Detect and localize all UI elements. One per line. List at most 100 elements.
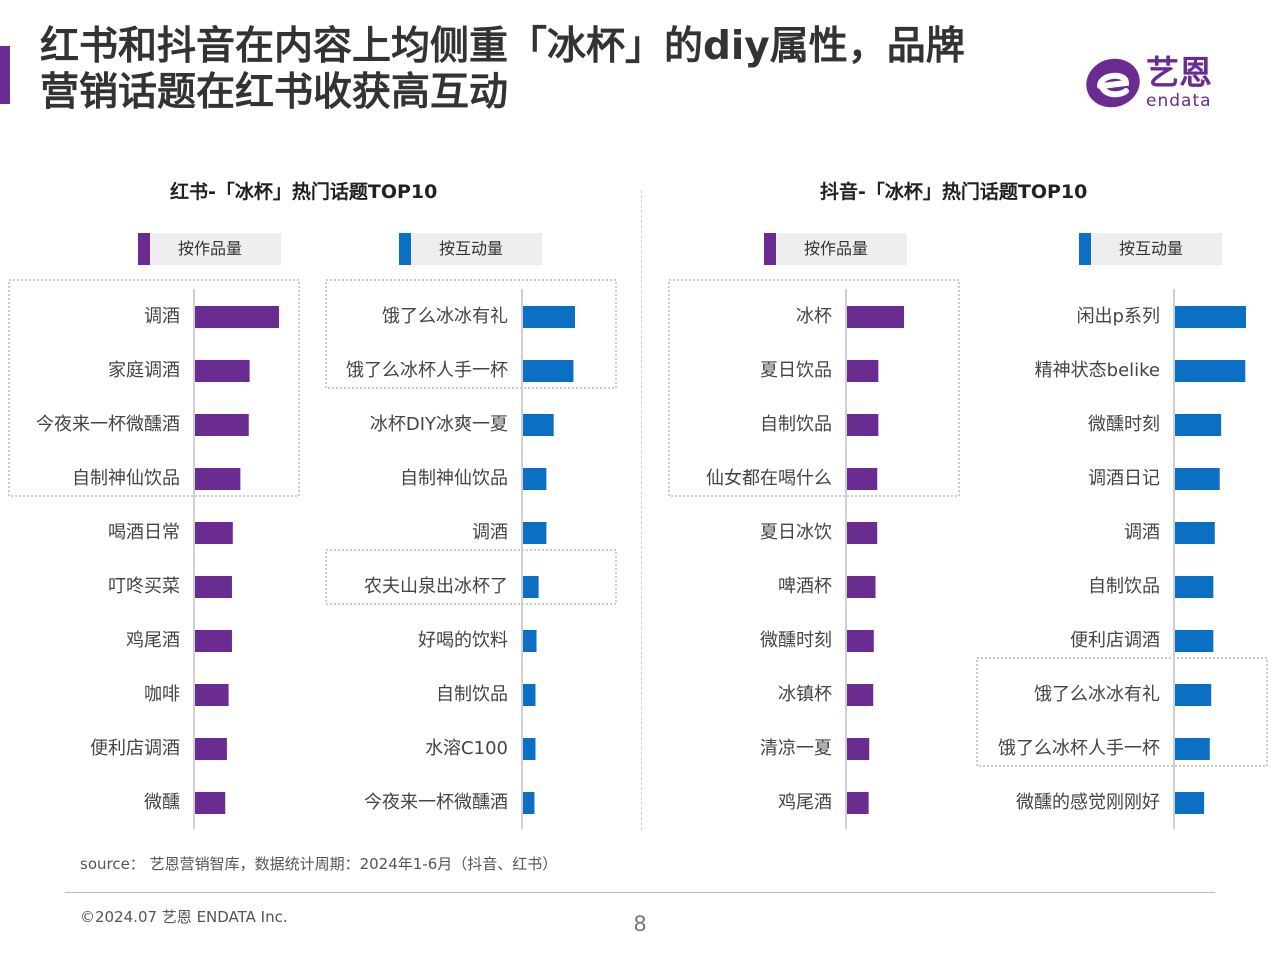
legend-xhs-works: 按作品量 (138, 233, 281, 265)
category-label: 鸡尾酒 (126, 630, 180, 651)
bar (523, 576, 539, 598)
category-label: 自制饮品 (436, 684, 508, 705)
bar (1175, 792, 1205, 814)
category-label: 清凉一夏 (760, 738, 832, 759)
bar (195, 522, 233, 544)
page-title-line2: 营销话题在红书收获高互动 (40, 70, 509, 115)
legend-douyin-interaction: 按互动量 (1079, 233, 1222, 265)
category-label: 调酒 (1124, 522, 1160, 543)
category-label: 家庭调酒 (108, 360, 180, 381)
category-label: 水溶C100 (425, 738, 508, 759)
category-label: 自制饮品 (760, 414, 832, 435)
bar (1175, 576, 1214, 598)
legend-swatch-purple (138, 233, 150, 265)
category-label: 夏日饮品 (760, 360, 832, 381)
bar (1175, 306, 1246, 328)
highlight-frame (8, 279, 300, 497)
category-label: 自制神仙饮品 (72, 468, 180, 489)
endata-logo-cn: 艺恩 (1146, 53, 1212, 92)
category-label: 饿了么冰杯人手一杯 (998, 738, 1160, 759)
bar (195, 414, 249, 436)
legend-swatch-blue (399, 233, 411, 265)
bar (847, 414, 879, 436)
category-label: 咖啡 (144, 684, 180, 705)
page-title-line1: 红书和抖音在内容上均侧重「冰杯」的diy属性，品牌 (40, 24, 965, 69)
bar-chart-svg: 饿了么冰冰有礼饿了么冰杯人手一杯冰杯DIY冰爽一夏自制神仙饮品调酒农夫山泉出冰杯… (325, 279, 617, 829)
footer-divider (65, 892, 1215, 893)
copyright: ©2024.07 艺恩 ENDATA Inc. (80, 908, 288, 926)
category-label: 微醺的感觉刚刚好 (1016, 792, 1160, 813)
category-label: 便利店调酒 (90, 738, 180, 759)
legend-swatch-purple (764, 233, 776, 265)
bar (847, 306, 904, 328)
category-label: 微醺时刻 (760, 630, 832, 651)
category-label: 今夜来一杯微醺酒 (364, 792, 508, 813)
chart-douyin-works: 冰杯 夏日饮品 自制饮品 仙女都在喝什么 夏日冰饮 啤酒杯 微醺时刻 冰镇杯 清凉一夏 鸡尾酒 (668, 279, 960, 829)
category-label: 调酒 (472, 522, 508, 543)
bar (1175, 738, 1210, 760)
legend-label: 按作品量 (804, 239, 869, 258)
bar (523, 414, 554, 436)
douyin-panel-title: 抖音-「冰杯」热门话题TOP10 (820, 181, 1088, 203)
category-label: 微醺时刻 (1088, 414, 1160, 435)
bar (523, 468, 547, 490)
chart-douyin-interaction: 闲出p系列 精神状态belike 微醺时刻 调酒日记 调酒 自制饮品 便利店调酒 饿了么冰冰有… (976, 289, 1268, 829)
category-label: 喝酒日常 (108, 522, 180, 543)
bar (195, 630, 232, 652)
bar (195, 468, 241, 490)
bar (847, 522, 878, 544)
bar (847, 468, 878, 490)
xhs-panel-title: 红书-「冰杯」热门话题TOP10 (170, 181, 438, 203)
bar (847, 738, 870, 760)
category-label: 调酒日记 (1088, 468, 1160, 489)
bar (195, 576, 232, 598)
category-label: 微醺 (144, 792, 180, 813)
category-label: 鸡尾酒 (778, 792, 832, 813)
bar (1175, 468, 1220, 490)
category-label: 精神状态belike (1035, 360, 1160, 381)
bar (847, 360, 879, 382)
bar (195, 738, 227, 760)
bar (1175, 360, 1246, 382)
page-title: 红书和抖音在内容上均侧重「冰杯」的diy属性，品牌 营销话题在红书收获高互动 (40, 24, 1050, 116)
endata-logo-icon (1086, 58, 1140, 108)
highlight-frame (976, 657, 1268, 767)
category-label: 冰杯DIY冰爽一夏 (370, 414, 508, 435)
bar (195, 306, 279, 328)
bar (847, 684, 874, 706)
title-accent-bar (0, 46, 10, 104)
category-label: 今夜来一杯微醺酒 (36, 414, 180, 435)
bar (523, 360, 574, 382)
legend-label: 按互动量 (1119, 239, 1184, 258)
bar (523, 738, 536, 760)
highlight-frame (325, 549, 617, 605)
bar (1175, 630, 1214, 652)
bar (523, 630, 537, 652)
endata-logo-en: endata (1146, 91, 1212, 111)
category-label: 好喝的饮料 (418, 630, 508, 651)
category-label: 仙女都在喝什么 (706, 468, 832, 489)
bar (1175, 522, 1215, 544)
highlight-frame (668, 279, 960, 497)
legend-xhs-interaction: 按互动量 (399, 233, 542, 265)
panel-divider (641, 190, 642, 830)
category-label: 叮咚买菜 (108, 576, 180, 597)
bar (195, 360, 250, 382)
bar (847, 630, 874, 652)
legend-label: 按互动量 (439, 239, 504, 258)
category-label: 农夫山泉出冰杯了 (364, 576, 508, 597)
bar (523, 684, 536, 706)
category-label: 饿了么冰杯人手一杯 (346, 360, 508, 381)
bar (195, 792, 226, 814)
bar (523, 306, 575, 328)
bar (847, 576, 876, 598)
bar (1175, 414, 1222, 436)
category-label: 冰镇杯 (778, 684, 832, 705)
category-label: 饿了么冰冰有礼 (382, 306, 508, 327)
page-number: 8 (633, 912, 647, 936)
endata-logo: 艺恩 endata (1084, 52, 1244, 112)
legend-label: 按作品量 (178, 239, 243, 258)
